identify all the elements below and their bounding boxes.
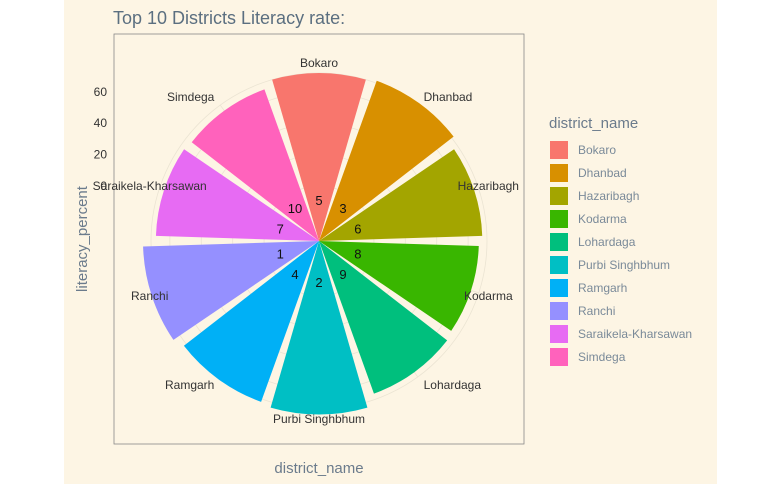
legend-label: Saraikela-Kharsawan [578,327,692,341]
legend-label: Purbi Singhbhum [578,258,670,272]
category-label-purbi-singhbhum: Purbi Singhbhum [273,412,365,426]
legend-swatch [550,348,568,366]
rank-label-ramgarh: 4 [291,267,298,282]
y-tick-labels: 0 20 40 60 [94,85,108,193]
category-label-kodarma: Kodarma [464,289,513,303]
rank-label-lohardaga: 9 [339,267,346,282]
rank-label-dhanbad: 3 [339,201,346,216]
legend-item-hazaribagh: Hazaribagh [550,187,639,205]
rank-label-ranchi: 1 [277,247,284,262]
chart-title: Top 10 Districts Literacy rate: [113,8,345,28]
legend-item-ramgarh: Ramgarh [550,279,627,297]
rank-label-purbi-singhbhum: 2 [315,275,322,290]
y-tick-label: 60 [94,85,108,99]
legend: district_name Bokaro Dhanbad Hazaribagh Kod… [549,115,692,366]
bar-kodarma [319,241,479,331]
legend-item-saraikela-kharsawan: Saraikela-Kharsawan [550,325,692,343]
legend-item-simdega: Simdega [550,348,626,366]
category-label-dhanbad: Dhanbad [424,90,473,104]
panel-border [113,33,525,445]
legend-item-kodarma: Kodarma [550,210,627,228]
legend-label: Simdega [578,350,626,364]
category-labels: Bokaro Dhanbad Hazaribagh Kodarma Lohardaga P… [93,56,519,426]
legend-item-ranchi: Ranchi [550,302,615,320]
bar-saraikela-kharsawan [155,149,319,241]
rank-label-hazaribagh: 6 [354,221,361,236]
legend-item-lohardaga: Lohardaga [550,233,636,251]
category-label-ranchi: Ranchi [131,289,168,303]
rank-label-kodarma: 8 [354,247,361,262]
legend-swatch [550,210,568,228]
legend-swatch [550,233,568,251]
bar-bokaro [272,72,366,241]
category-label-saraikela-kharsawan: Saraikela-Kharsawan [93,179,207,193]
legend-swatch [550,187,568,205]
y-tick-label: 20 [94,148,108,162]
legend-swatch [550,325,568,343]
legend-item-dhanbad: Dhanbad [550,164,627,182]
legend-item-purbi-singhbhum: Purbi Singhbhum [550,256,670,274]
y-axis-title: literacy_percent [74,185,91,292]
legend-label: Bokaro [578,143,616,157]
rank-label-simdega: 10 [288,201,302,216]
category-label-ramgarh: Ramgarh [165,378,214,392]
legend-swatch [550,164,568,182]
bar-lohardaga [319,241,448,394]
category-label-simdega: Simdega [167,90,215,104]
bar-simdega [191,89,319,242]
bar-ranchi [143,241,319,340]
category-label-bokaro: Bokaro [300,56,338,70]
legend-label: Lohardaga [578,235,636,249]
legend-title: district_name [549,115,638,132]
legend-swatch [550,279,568,297]
legend-label: Hazaribagh [578,189,639,203]
x-axis-title: district_name [274,460,363,477]
bars [143,72,483,415]
bar-purbi-singhbhum [270,241,368,415]
category-label-lohardaga: Lohardaga [424,378,482,392]
bar-hazaribagh [319,149,483,241]
bar-dhanbad [319,80,454,241]
rank-label-bokaro: 5 [315,193,322,208]
plot-background [64,0,717,484]
rank-labels: 5 36 89 2 41 7 10 [277,193,362,290]
legend-label: Ramgarh [578,281,627,295]
legend-label: Ranchi [578,304,615,318]
rank-label-saraikela-kharsawan: 7 [277,221,284,236]
category-label-hazaribagh: Hazaribagh [458,179,519,193]
y-tick-label: 0 [100,179,107,193]
legend-label: Kodarma [578,212,627,226]
legend-item-bokaro: Bokaro [550,141,616,159]
y-tick-label: 40 [94,116,108,130]
legend-label: Dhanbad [578,166,627,180]
bar-ramgarh [183,241,319,402]
legend-swatch [550,302,568,320]
legend-swatch [550,256,568,274]
legend-swatch [550,141,568,159]
